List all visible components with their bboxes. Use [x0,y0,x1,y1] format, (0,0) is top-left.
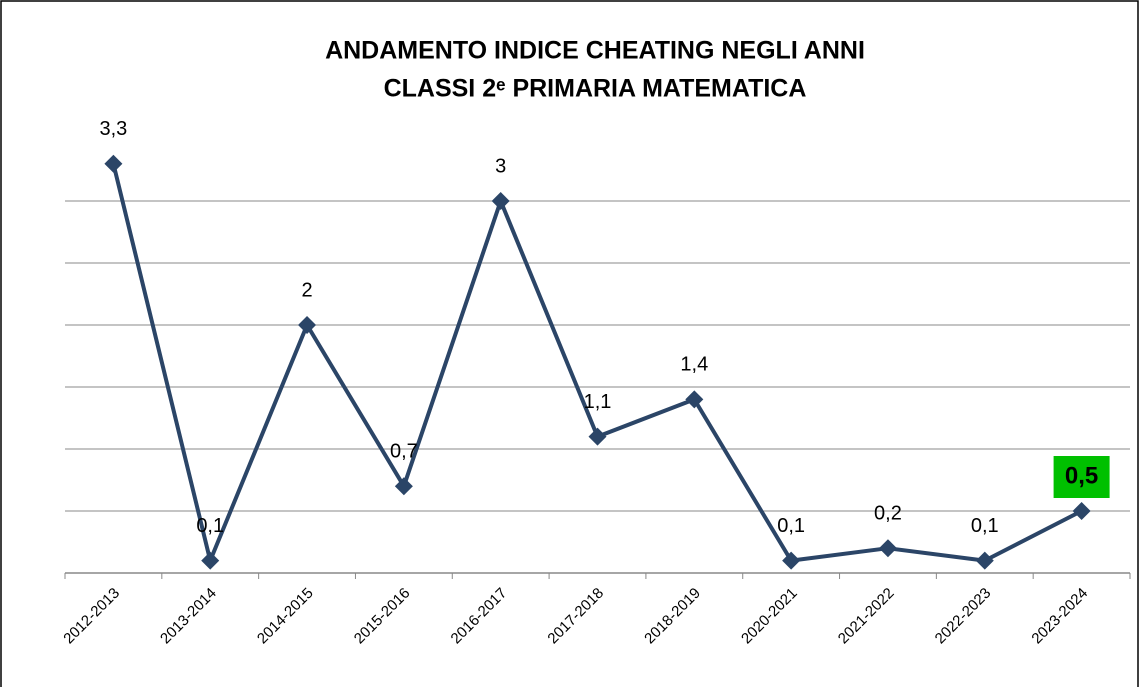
data-label: 0,5 [1065,462,1098,489]
marker [588,427,607,446]
marker [104,154,123,173]
data-label: 1,4 [680,354,708,376]
data-label: 3,3 [100,118,128,140]
marker [975,551,994,570]
data-label: 0,1 [196,515,224,537]
marker [394,477,413,496]
chart-title: CLASSI 2ᵉ PRIMARIA MATEMATICA [384,75,807,103]
marker [491,192,510,210]
data-label: 2 [301,279,312,301]
chart-title: ANDAMENTO INDICE CHEATING NEGLI ANNI [325,37,865,65]
data-label: 0,1 [777,515,805,537]
data-label: 3 [495,155,506,177]
marker [685,390,704,409]
data-label: 0,7 [390,440,418,462]
marker [878,539,897,558]
marker [298,316,317,334]
data-label: 0,2 [874,502,902,524]
data-label: 1,1 [584,391,612,413]
marker [782,551,801,570]
data-label: 0,1 [971,515,999,537]
marker [201,551,220,570]
marker [1072,502,1091,520]
label-highlight [1053,456,1110,498]
